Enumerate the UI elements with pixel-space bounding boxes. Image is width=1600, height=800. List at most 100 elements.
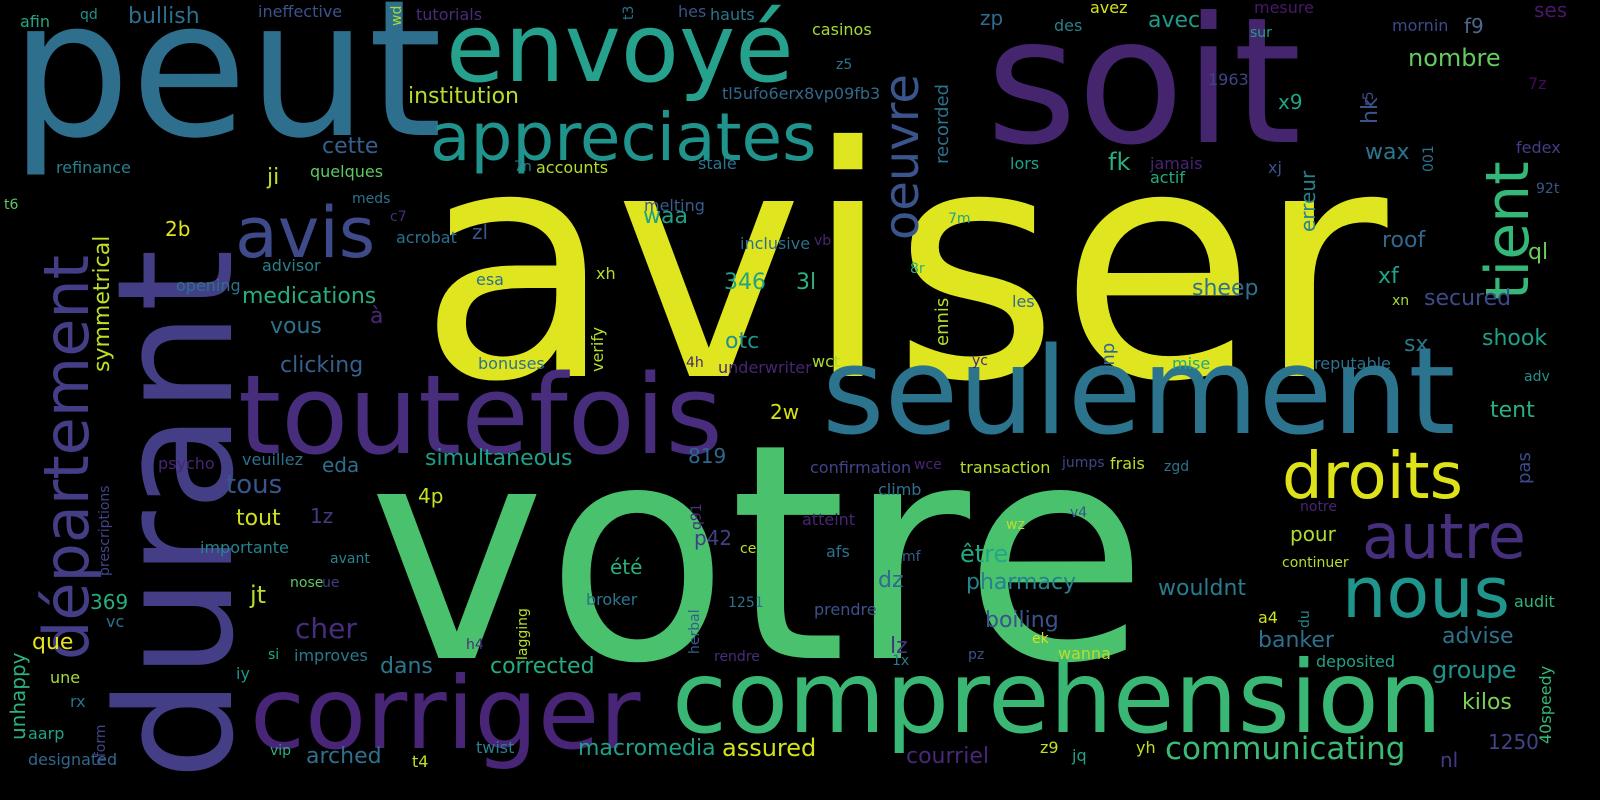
word: wz xyxy=(1006,517,1025,533)
word: appreciates xyxy=(430,99,817,176)
word: secured xyxy=(1424,286,1512,311)
word: assured xyxy=(722,734,817,762)
word: que xyxy=(32,630,74,655)
word: du xyxy=(1297,610,1313,628)
word: pz xyxy=(968,647,985,663)
word: waa xyxy=(643,204,688,229)
word: pour xyxy=(1290,522,1336,546)
word: wd xyxy=(389,5,405,26)
word: ses xyxy=(1534,0,1568,22)
word: bullish xyxy=(128,4,200,29)
word: a4 xyxy=(1258,608,1278,627)
word: mise xyxy=(1172,354,1211,373)
word: atteint xyxy=(802,510,856,529)
word: communicating xyxy=(1165,731,1406,767)
word: mornin xyxy=(1392,16,1449,35)
word: fk xyxy=(1108,148,1131,176)
word: accounts xyxy=(536,158,609,177)
word: iy xyxy=(236,664,250,683)
word: stale xyxy=(698,154,737,173)
word: peut xyxy=(10,0,443,180)
word: eda xyxy=(322,453,360,477)
word: t6 xyxy=(4,197,19,213)
word: zl xyxy=(472,220,489,244)
word: afin xyxy=(20,12,51,31)
word: vous xyxy=(270,314,322,339)
word: hauts xyxy=(710,5,755,24)
word: confirmation xyxy=(810,458,912,477)
word: 7m xyxy=(948,211,971,227)
word: tient xyxy=(1473,161,1543,300)
word: soit xyxy=(986,0,1302,184)
word: clicking xyxy=(280,353,364,378)
word: fedex xyxy=(1516,138,1561,157)
word: les xyxy=(1012,292,1035,311)
word: afs xyxy=(826,542,850,561)
word: medications xyxy=(242,284,377,309)
word: erreur xyxy=(1296,170,1320,232)
word: corriger xyxy=(250,655,641,772)
word: prescriptions xyxy=(97,485,113,576)
word: symmetrical xyxy=(90,235,115,372)
word: rx xyxy=(70,692,86,711)
word: 1x xyxy=(892,653,910,669)
word: notre xyxy=(1300,499,1337,515)
word: broker xyxy=(586,590,638,609)
word: ineffective xyxy=(258,2,343,21)
word: arched xyxy=(306,744,382,769)
word: toutefois xyxy=(238,351,723,479)
word: audit xyxy=(1514,592,1555,611)
word: seulement xyxy=(822,323,1456,462)
word: actif xyxy=(1150,168,1185,187)
word: roof xyxy=(1382,228,1426,253)
word: 3l xyxy=(796,270,817,295)
word: aviser xyxy=(418,80,1388,452)
word: z9 xyxy=(1040,738,1059,757)
word: h4 xyxy=(466,637,484,653)
word: c7 xyxy=(390,209,407,225)
word: dans xyxy=(380,654,433,679)
word: avec xyxy=(1148,8,1201,33)
word: recorded xyxy=(932,84,953,164)
word: xn xyxy=(1392,293,1410,309)
word: aarp xyxy=(28,724,65,743)
word: wct xyxy=(812,352,841,371)
word: ennis xyxy=(932,297,953,346)
word: herbal xyxy=(687,609,703,654)
word: p42 xyxy=(694,526,733,550)
word: frais xyxy=(1110,454,1145,473)
word: kilos xyxy=(1462,690,1512,715)
word: continuer xyxy=(1282,555,1349,571)
word: tout xyxy=(236,506,281,531)
word: macromedia xyxy=(578,736,716,761)
word: 40speedy xyxy=(1536,665,1555,744)
word: jq xyxy=(1072,746,1087,765)
word: mesure xyxy=(1254,0,1314,17)
word: envoyé xyxy=(446,0,794,104)
word: nombre xyxy=(1408,44,1501,72)
word: ue xyxy=(322,575,340,591)
word: acrobat xyxy=(396,228,457,247)
word: advise xyxy=(1442,624,1514,649)
word: underwriter xyxy=(718,358,812,377)
word: mf xyxy=(902,549,921,565)
word: rendre xyxy=(714,649,760,665)
word: à xyxy=(370,304,384,329)
word: avant xyxy=(330,551,370,567)
word: yh xyxy=(1136,738,1156,757)
word: pharmacy xyxy=(966,570,1077,595)
word: sheep xyxy=(1192,276,1259,301)
word: 7n xyxy=(514,159,532,175)
word: prendre xyxy=(814,600,877,619)
word: cher xyxy=(295,612,357,645)
word: zgd xyxy=(1164,459,1190,475)
word: opening xyxy=(176,276,241,295)
word: lors xyxy=(1010,154,1040,173)
word: hes xyxy=(678,2,707,21)
word: vc xyxy=(106,612,125,631)
word: wanna xyxy=(1058,644,1111,663)
word: climb xyxy=(878,480,922,499)
word: 1963 xyxy=(1208,70,1249,89)
word: 1250 xyxy=(1488,730,1539,754)
